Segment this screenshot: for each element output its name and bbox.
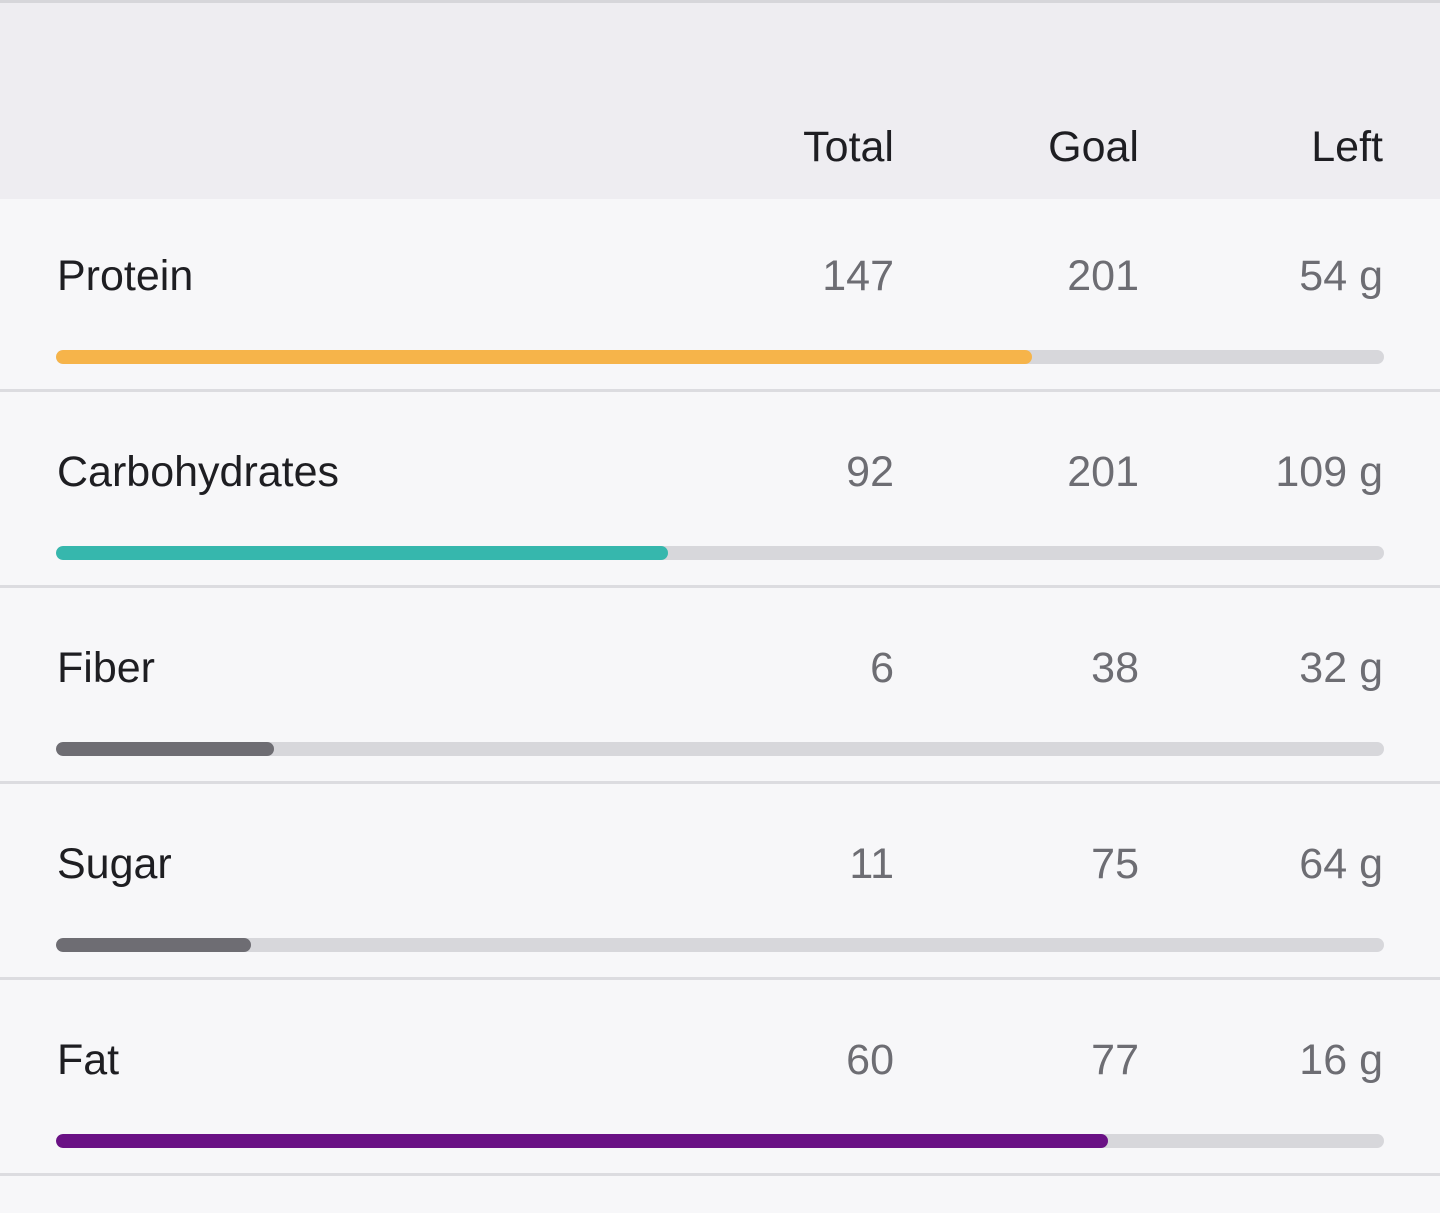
nutrient-row-fat[interactable]: Fat 60 77 16 g xyxy=(0,983,1440,1176)
nutrient-left: 64 g xyxy=(1299,840,1383,888)
progress-fill xyxy=(56,546,669,560)
row-divider xyxy=(0,781,1440,784)
progress-track xyxy=(56,1134,1384,1148)
column-header-left: Left xyxy=(1311,123,1383,171)
column-header-total: Total xyxy=(803,123,894,171)
nutrient-row-protein[interactable]: Protein 147 201 54 g xyxy=(0,199,1440,392)
nutrient-label: Carbohydrates xyxy=(57,448,340,496)
row-divider xyxy=(0,585,1440,588)
nutrient-left: 16 g xyxy=(1299,1036,1383,1084)
nutrient-label: Protein xyxy=(57,252,194,300)
nutrient-total: 92 xyxy=(846,448,894,496)
progress-track xyxy=(56,546,1384,560)
nutrient-total: 147 xyxy=(822,252,894,300)
progress-fill xyxy=(56,1134,1108,1148)
progress-track xyxy=(56,350,1384,364)
nutrient-goal: 77 xyxy=(1091,1036,1139,1084)
nutrient-label: Fat xyxy=(57,1036,120,1084)
nutrient-goal: 75 xyxy=(1091,840,1139,888)
nutrient-left: 32 g xyxy=(1299,644,1383,692)
progress-track xyxy=(56,742,1384,756)
nutrient-left: 54 g xyxy=(1299,252,1383,300)
nutrient-row-fiber[interactable]: Fiber 6 38 32 g xyxy=(0,591,1440,784)
nutrient-row-sugar[interactable]: Sugar 11 75 64 g xyxy=(0,787,1440,980)
nutrient-total: 60 xyxy=(846,1036,894,1084)
nutrient-label: Sugar xyxy=(57,840,172,888)
nutrient-label: Fiber xyxy=(57,644,155,692)
column-header-goal: Goal xyxy=(1048,123,1139,171)
row-divider xyxy=(0,389,1440,392)
row-divider xyxy=(0,977,1440,980)
top-border xyxy=(0,0,1440,3)
nutrient-left: 109 g xyxy=(1275,448,1383,496)
nutrient-row-carbohydrates[interactable]: Carbohydrates 92 201 109 g xyxy=(0,395,1440,588)
list-continuation xyxy=(0,1179,1440,1213)
table-header: Total Goal Left xyxy=(0,3,1440,199)
nutrient-total: 6 xyxy=(870,644,894,692)
progress-fill xyxy=(56,938,252,952)
progress-track xyxy=(56,938,1384,952)
nutrient-total: 11 xyxy=(849,840,894,888)
nutrient-goal: 38 xyxy=(1091,644,1139,692)
progress-fill xyxy=(56,742,274,756)
nutrient-goal: 201 xyxy=(1067,252,1139,300)
progress-fill xyxy=(56,350,1033,364)
nutrient-goal: 201 xyxy=(1067,448,1139,496)
row-divider xyxy=(0,1173,1440,1176)
